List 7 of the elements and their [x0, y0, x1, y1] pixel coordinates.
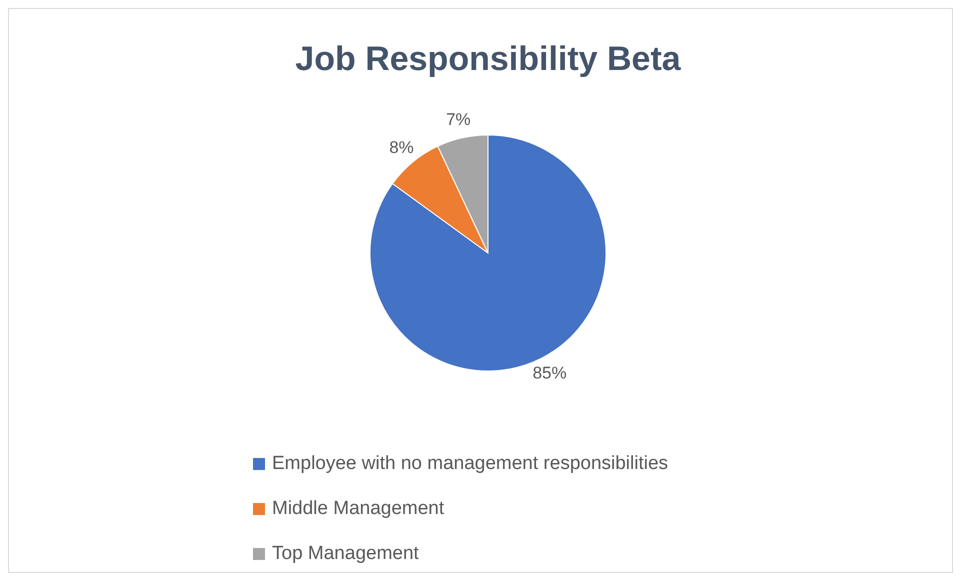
legend-label: Top Management	[272, 543, 420, 564]
data-label: 85%	[532, 363, 567, 382]
data-label: 8%	[389, 138, 414, 157]
legend-label: Employee with no management responsibilities	[272, 453, 668, 474]
chart-title: Job Responsibility Beta	[295, 40, 682, 78]
data-label: 7%	[446, 110, 471, 130]
legend-label: Middle Management	[272, 498, 445, 520]
